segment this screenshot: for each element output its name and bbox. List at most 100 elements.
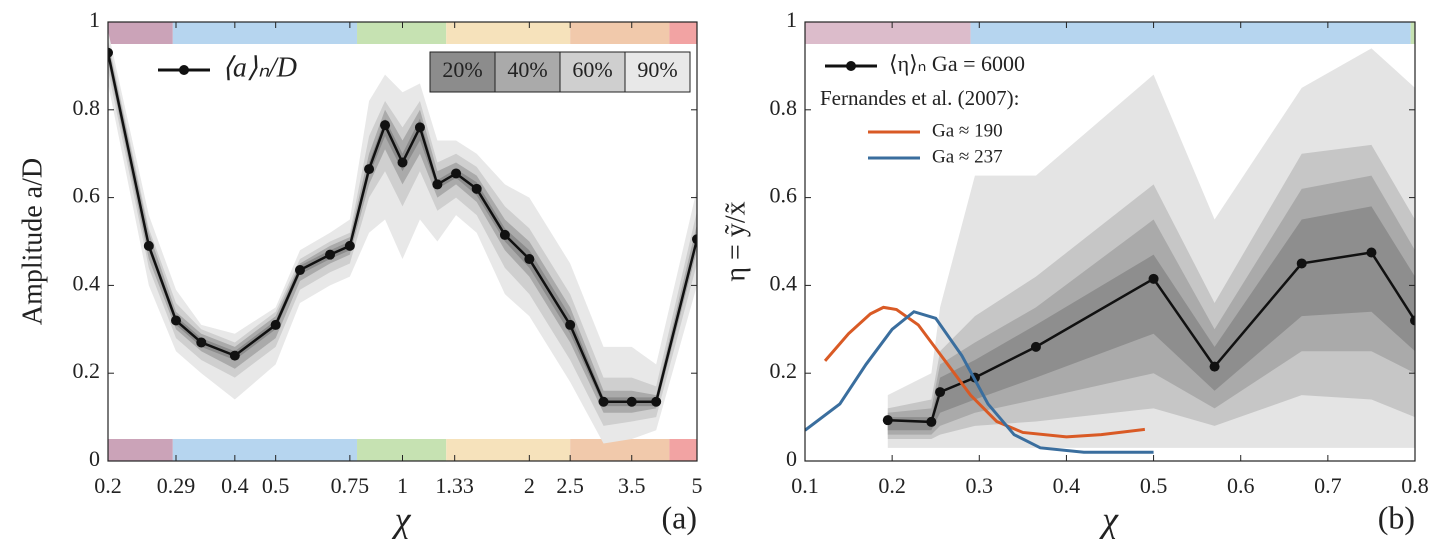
- data-line: [823, 305, 1146, 439]
- data-point: [108, 47, 113, 58]
- data-point: [882, 415, 893, 426]
- band-legend-label: 90%: [637, 57, 677, 82]
- data-point: [471, 183, 482, 194]
- x-tick-label: 0.1: [791, 473, 819, 498]
- region-strip: [1410, 22, 1415, 44]
- band-legend-label: 20%: [442, 57, 482, 82]
- data-point: [325, 249, 336, 260]
- x-axis-label: χ: [1099, 499, 1119, 539]
- region-strip: [357, 22, 447, 44]
- x-tick-label: 0.4: [221, 473, 249, 498]
- data-line: [887, 251, 1415, 424]
- region-strip: [446, 22, 571, 44]
- percentile-band: [108, 39, 697, 426]
- data-line: [805, 310, 1154, 454]
- y-tick-label: 0.4: [770, 270, 798, 295]
- data-point: [692, 234, 697, 245]
- legend-note: Fernandes et al. (2007):: [820, 86, 1019, 110]
- y-tick-label: 0.8: [73, 95, 101, 120]
- x-tick-label: 1.33: [435, 473, 474, 498]
- data-point: [451, 168, 462, 179]
- region-strip: [570, 439, 670, 461]
- panel-label: (a): [661, 499, 697, 535]
- x-tick-label: 5: [692, 473, 703, 498]
- x-tick-label: 2: [524, 473, 535, 498]
- region-strip: [570, 22, 670, 44]
- percentile-band: [887, 206, 1415, 431]
- legend-marker: [179, 65, 189, 75]
- y-tick-label: 0.4: [73, 270, 101, 295]
- x-tick-label: 0.5: [262, 473, 290, 498]
- axes-frame: [804, 21, 1416, 462]
- band-legend-box: [624, 51, 691, 93]
- data-point: [1296, 258, 1307, 269]
- x-axis-label: χ: [392, 499, 412, 539]
- x-tick-label: 0.29: [157, 473, 196, 498]
- region-strip: [669, 439, 697, 461]
- data-point: [229, 350, 240, 361]
- data-point: [397, 157, 408, 168]
- region-strip: [805, 22, 971, 44]
- legend-label: Ga ≈ 190: [932, 120, 1003, 141]
- legend-label: Ga ≈ 237: [932, 146, 1003, 167]
- x-tick-label: 0.2: [94, 473, 122, 498]
- y-tick-label: 1: [786, 7, 797, 32]
- band-legend-label: 60%: [572, 57, 612, 82]
- x-tick-label: 0.3: [966, 473, 994, 498]
- y-axis-label: Amplitude a/D: [17, 158, 48, 325]
- y-tick-label: 0.2: [770, 358, 798, 383]
- region-strip: [446, 439, 571, 461]
- x-tick-label: 3.5: [618, 473, 646, 498]
- data-point: [294, 265, 305, 276]
- plot-area: [108, 22, 697, 461]
- y-tick-label: 0: [89, 446, 100, 471]
- data-point: [1030, 341, 1041, 352]
- data-point: [935, 387, 946, 398]
- region-strip: [108, 22, 173, 44]
- region-strip: [970, 22, 1411, 44]
- region-strip: [172, 439, 358, 461]
- x-tick-label: 0.5: [1140, 473, 1168, 498]
- data-point: [380, 120, 391, 131]
- data-point: [196, 337, 207, 348]
- legend-label: ⟨a⟩ₙ/D: [222, 52, 297, 83]
- x-tick-label: 0.7: [1314, 473, 1342, 498]
- x-tick-label: 0.8: [1401, 473, 1429, 498]
- band-legend-label: 40%: [507, 57, 547, 82]
- x-tick-label: 0.75: [331, 473, 370, 498]
- data-point: [499, 229, 510, 240]
- data-point: [1366, 247, 1377, 258]
- x-tick-label: 0.6: [1227, 473, 1255, 498]
- data-point: [170, 315, 181, 326]
- data-point: [1410, 315, 1415, 326]
- y-tick-label: 0: [786, 446, 797, 471]
- data-point: [926, 416, 937, 427]
- x-tick-label: 0.4: [1053, 473, 1081, 498]
- data-point: [143, 240, 154, 251]
- y-tick-label: 0.2: [73, 358, 101, 383]
- legend-label: ⟨η⟩ₙ Ga = 6000: [889, 51, 1025, 76]
- data-point: [364, 164, 375, 175]
- region-strip: [357, 439, 447, 461]
- x-tick-label: 1: [397, 473, 408, 498]
- data-point: [1148, 273, 1159, 284]
- y-axis-label: η = ỹ/x̃: [720, 201, 751, 281]
- y-tick-label: 1: [89, 7, 100, 32]
- x-tick-label: 0.2: [878, 473, 906, 498]
- data-point: [414, 122, 425, 133]
- data-point: [432, 179, 443, 190]
- region-strip: [669, 22, 697, 44]
- data-point: [344, 240, 355, 251]
- data-point: [626, 396, 637, 407]
- data-point: [1209, 361, 1220, 372]
- data-point: [598, 396, 609, 407]
- region-strip: [172, 22, 358, 44]
- data-point: [524, 254, 535, 265]
- y-tick-label: 0.6: [73, 183, 101, 208]
- x-tick-label: 2.5: [556, 473, 584, 498]
- plot-area: [805, 22, 1415, 454]
- data-point: [270, 319, 281, 330]
- legend-marker: [846, 61, 856, 71]
- y-tick-label: 0.8: [770, 95, 798, 120]
- panel-label: (b): [1378, 499, 1415, 535]
